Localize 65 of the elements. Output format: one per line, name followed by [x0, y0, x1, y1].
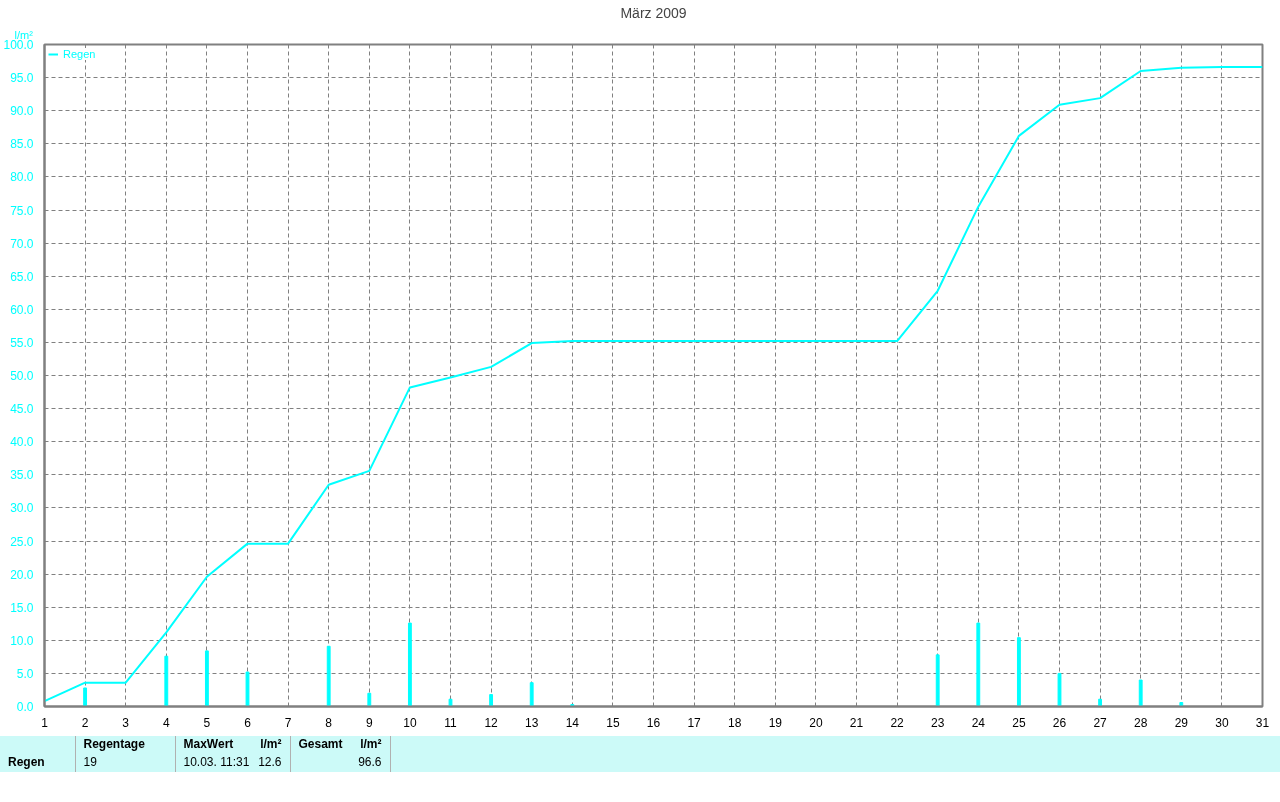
text: l/m²	[360, 737, 382, 751]
x-tick-label: 21	[849, 715, 864, 730]
y-tick-label: 35.0	[10, 468, 34, 483]
y-tick-label: 20.0	[10, 567, 34, 582]
x-tick-label: 27	[1093, 715, 1108, 730]
text: 12.6	[258, 754, 282, 771]
x-tick-label: 11	[444, 715, 458, 730]
y-tick-label: 100.0	[3, 38, 34, 52]
text: MaxWert	[183, 737, 234, 751]
y-tick-label: 25.0	[10, 534, 34, 549]
y-tick-label: 65.0	[10, 269, 34, 284]
x-tick-label: 24	[971, 715, 986, 730]
y-tick-label: 80.0	[10, 170, 34, 185]
y-tick-label: 45.0	[10, 402, 34, 417]
text: Gesamt	[298, 737, 343, 751]
x-tick-label: 29	[1174, 715, 1189, 730]
x-tick-label: 2	[81, 715, 89, 730]
x-tick-label: 9	[365, 715, 373, 730]
x-tick-label: 3	[122, 715, 130, 730]
x-tick-label: 17	[687, 715, 702, 730]
y-tick-label: 5.0	[16, 666, 34, 681]
y-tick-label: 40.0	[10, 435, 34, 450]
y-tick-label: 10.0	[10, 633, 34, 648]
x-tick-label: 16	[646, 715, 661, 730]
x-tick-label: 1	[41, 715, 49, 730]
y-tick-label: 60.0	[10, 302, 34, 317]
x-tick-label: 12	[484, 715, 499, 730]
chart-title: März 2009	[620, 4, 687, 21]
x-tick-label: 30	[1215, 715, 1229, 730]
text: Regen	[8, 755, 45, 769]
x-tick-label: 23	[931, 715, 945, 730]
x-tick-label: 14	[565, 715, 580, 730]
legend-label: Regen	[63, 48, 96, 60]
y-tick-label: 95.0	[10, 71, 34, 86]
x-tick-label: 26	[1052, 715, 1067, 730]
y-tick-label: 30.0	[10, 501, 34, 516]
text: l/m²	[260, 737, 282, 751]
text: 10.03. 11:31	[183, 755, 250, 769]
x-tick-label: 28	[1134, 715, 1148, 730]
y-tick-label: 15.0	[10, 600, 34, 615]
y-tick-label: 85.0	[10, 137, 34, 152]
x-tick-label: 13	[525, 715, 539, 730]
x-tick-label: 20	[809, 715, 823, 730]
x-tick-label: 7	[284, 715, 292, 730]
x-tick-label: 18	[728, 715, 742, 730]
y-axis-title: l/m²	[14, 28, 34, 41]
x-tick-label: 8	[325, 715, 333, 730]
y-tick-label: 75.0	[10, 203, 34, 218]
y-tick-label: 70.0	[10, 236, 34, 251]
y-tick-label: 0.0	[16, 700, 34, 714]
x-tick-label: 22	[890, 715, 905, 730]
y-tick-label: 55.0	[10, 335, 34, 350]
text: 96.6	[358, 754, 382, 771]
x-tick-label: 19	[768, 715, 783, 730]
x-tick-label: 6	[244, 715, 252, 730]
y-tick-label: 50.0	[10, 369, 34, 383]
x-tick-label: 5	[203, 715, 211, 730]
text: 19	[75, 754, 175, 772]
x-tick-label: 4	[162, 715, 170, 730]
text: Regentage	[83, 737, 145, 751]
y-tick-label: 90.0	[10, 104, 34, 119]
x-tick-label: 31	[1255, 715, 1270, 730]
x-tick-label: 10	[403, 715, 417, 730]
x-tick-label: 25	[1012, 715, 1026, 730]
x-tick-label: 15	[606, 715, 620, 730]
